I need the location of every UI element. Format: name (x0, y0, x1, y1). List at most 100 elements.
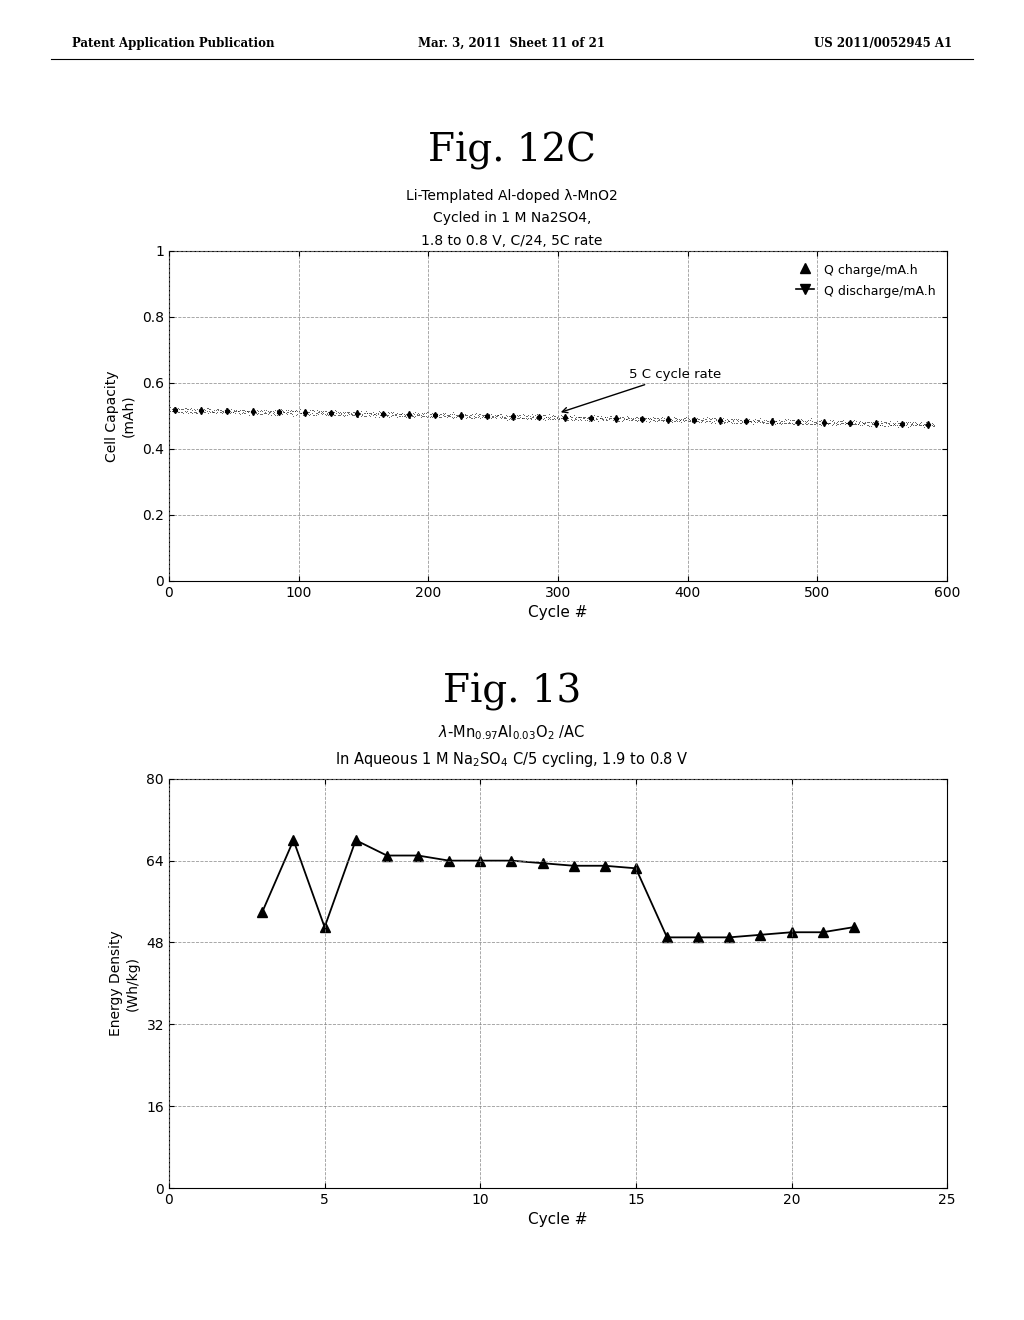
Point (701, 411, 718, 432)
Point (830, 413, 847, 434)
Point (565, 409, 582, 430)
Point (761, 412, 777, 433)
Point (521, 405, 538, 426)
Point (213, 401, 229, 422)
Point (346, 405, 362, 426)
Point (914, 414, 931, 436)
Point (230, 401, 247, 422)
Point (819, 412, 836, 433)
Point (866, 411, 883, 432)
Point (468, 403, 484, 424)
Point (175, 399, 191, 420)
Point (751, 411, 767, 432)
Point (802, 409, 818, 430)
Point (300, 401, 316, 422)
Point (524, 407, 541, 428)
Point (745, 411, 762, 432)
Point (618, 409, 635, 430)
Point (436, 403, 453, 424)
Point (312, 400, 329, 421)
Point (384, 403, 400, 424)
Point (620, 407, 636, 428)
Point (663, 409, 679, 430)
Point (834, 412, 850, 433)
Point (264, 400, 281, 421)
Point (769, 412, 785, 433)
Point (790, 412, 806, 433)
Point (522, 409, 539, 430)
Point (331, 403, 347, 424)
Point (725, 409, 741, 430)
Point (853, 412, 869, 433)
Point (327, 400, 343, 421)
Point (763, 411, 779, 432)
Point (394, 405, 411, 426)
Point (390, 405, 407, 426)
Point (186, 400, 203, 421)
Point (439, 405, 456, 426)
Point (244, 401, 260, 422)
Text: Mar. 3, 2011  Sheet 11 of 21: Mar. 3, 2011 Sheet 11 of 21 (419, 37, 605, 50)
Point (180, 403, 197, 424)
Point (427, 403, 443, 424)
Point (597, 407, 613, 428)
Point (667, 408, 683, 429)
Point (579, 411, 595, 432)
Point (887, 414, 903, 436)
Point (493, 404, 509, 425)
Point (573, 409, 590, 430)
Point (585, 407, 601, 428)
Point (919, 412, 935, 433)
Point (330, 401, 346, 422)
Point (457, 404, 473, 425)
Point (865, 412, 882, 433)
Point (350, 401, 367, 422)
Point (379, 404, 395, 425)
Point (631, 409, 647, 430)
Point (545, 409, 561, 430)
Point (569, 409, 586, 430)
Point (209, 401, 225, 422)
Point (234, 400, 251, 421)
Point (302, 399, 318, 420)
Point (417, 403, 433, 424)
Point (913, 412, 930, 433)
Point (721, 411, 737, 432)
Point (502, 408, 518, 429)
Point (816, 411, 833, 432)
Point (647, 411, 664, 432)
Point (857, 413, 873, 434)
Point (887, 413, 903, 434)
Point (891, 414, 907, 436)
Point (765, 412, 781, 433)
Point (686, 411, 702, 432)
Point (632, 407, 648, 428)
Point (520, 408, 537, 429)
Point (690, 411, 707, 432)
Point (828, 412, 845, 433)
Point (758, 413, 774, 434)
Point (686, 411, 702, 432)
Point (520, 405, 537, 426)
Point (248, 401, 264, 422)
Point (881, 413, 897, 434)
Point (389, 403, 406, 424)
Point (570, 407, 587, 428)
Point (454, 404, 470, 425)
Point (765, 408, 781, 429)
Point (263, 400, 280, 421)
Point (748, 412, 764, 433)
Point (206, 401, 222, 422)
Point (457, 404, 473, 425)
Point (408, 401, 424, 422)
Point (177, 401, 194, 422)
Point (535, 409, 551, 430)
Point (794, 413, 810, 434)
Point (197, 399, 213, 420)
Point (355, 405, 372, 426)
Point (656, 409, 673, 430)
Point (646, 408, 663, 429)
Point (770, 413, 786, 434)
Point (482, 407, 499, 428)
Point (511, 408, 527, 429)
